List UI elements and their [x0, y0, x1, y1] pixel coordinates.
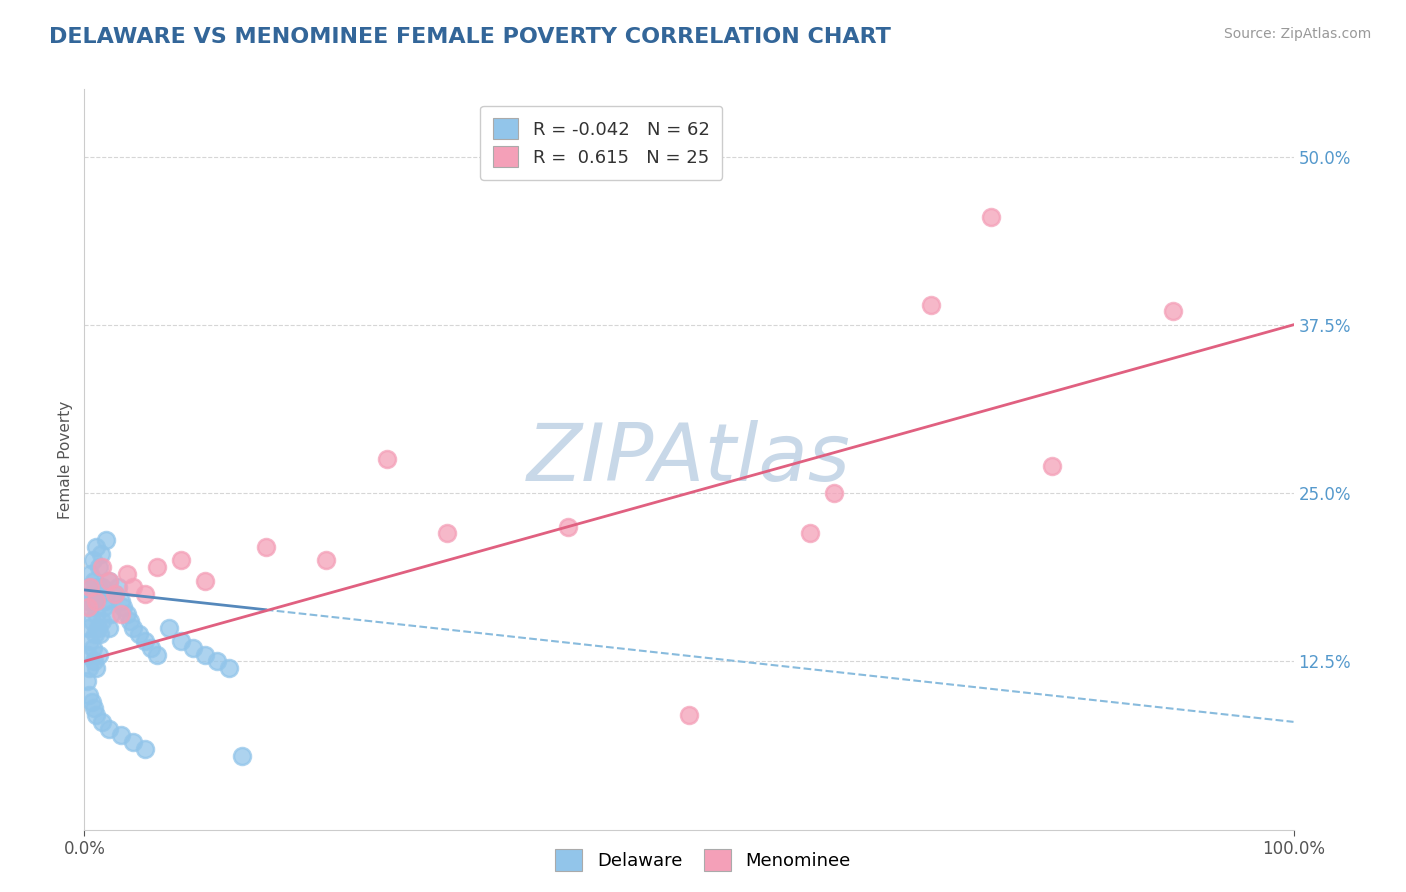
Point — [86, 708, 108, 723]
Point — [110, 607, 132, 622]
Point — [146, 560, 169, 574]
Point — [77, 593, 100, 607]
Point — [231, 748, 253, 763]
Point — [254, 540, 277, 554]
Point — [91, 714, 114, 729]
Point — [84, 627, 107, 641]
Text: Source: ZipAtlas.com: Source: ZipAtlas.com — [1223, 27, 1371, 41]
Legend: R = -0.042   N = 62, R =  0.615   N = 25: R = -0.042 N = 62, R = 0.615 N = 25 — [481, 105, 723, 180]
Point — [79, 566, 101, 581]
Point — [1161, 304, 1184, 318]
Point — [79, 600, 101, 615]
Point — [194, 648, 217, 662]
Legend: Delaware, Menominee: Delaware, Menominee — [548, 842, 858, 879]
Point — [139, 640, 162, 655]
Point — [80, 587, 103, 601]
Point — [128, 627, 150, 641]
Point — [97, 722, 120, 736]
Point — [91, 560, 114, 574]
Point — [436, 526, 458, 541]
Point — [94, 593, 117, 607]
Point — [84, 593, 107, 607]
Point — [83, 701, 105, 715]
Point — [97, 621, 120, 635]
Point — [980, 210, 1002, 224]
Point — [115, 566, 138, 581]
Point — [194, 574, 217, 588]
Point — [104, 587, 127, 601]
Point — [89, 587, 111, 601]
Point — [134, 741, 156, 756]
Text: ZIPAtlas: ZIPAtlas — [527, 420, 851, 499]
Point — [86, 661, 108, 675]
Point — [134, 587, 156, 601]
Point — [121, 580, 143, 594]
Point — [80, 695, 103, 709]
Point — [134, 634, 156, 648]
Point — [315, 553, 337, 567]
Point — [76, 674, 98, 689]
Point — [77, 648, 100, 662]
Point — [170, 553, 193, 567]
Point — [82, 640, 104, 655]
Point — [100, 607, 122, 622]
Point — [86, 621, 108, 635]
Point — [79, 580, 101, 594]
Point — [799, 526, 821, 541]
Point — [77, 600, 100, 615]
Point — [375, 452, 398, 467]
Point — [86, 580, 108, 594]
Point — [107, 580, 129, 594]
Point — [82, 553, 104, 567]
Point — [87, 648, 110, 662]
Point — [86, 607, 108, 622]
Point — [90, 547, 112, 561]
Point — [86, 540, 108, 554]
Point — [91, 580, 114, 594]
Point — [91, 614, 114, 628]
Point — [110, 593, 132, 607]
Point — [77, 621, 100, 635]
Point — [83, 574, 105, 588]
Point — [146, 648, 169, 662]
Point — [89, 627, 111, 641]
Point — [110, 728, 132, 742]
Text: DELAWARE VS MENOMINEE FEMALE POVERTY CORRELATION CHART: DELAWARE VS MENOMINEE FEMALE POVERTY COR… — [49, 27, 891, 46]
Point — [93, 600, 115, 615]
Point — [920, 297, 942, 311]
Point — [104, 587, 127, 601]
Point — [1040, 459, 1063, 474]
Point — [86, 593, 108, 607]
Point — [170, 634, 193, 648]
Point — [115, 607, 138, 622]
Point — [218, 661, 240, 675]
Point — [112, 600, 135, 615]
Point — [77, 580, 100, 594]
Point — [157, 621, 180, 635]
Point — [87, 560, 110, 574]
Point — [823, 486, 845, 500]
Point — [94, 533, 117, 548]
Point — [77, 688, 100, 702]
Point — [557, 519, 579, 533]
Point — [678, 708, 700, 723]
Y-axis label: Female Poverty: Female Poverty — [58, 401, 73, 518]
Point — [77, 661, 100, 675]
Point — [181, 640, 204, 655]
Point — [83, 654, 105, 668]
Point — [79, 634, 101, 648]
Point — [121, 621, 143, 635]
Point — [207, 654, 229, 668]
Point — [97, 574, 120, 588]
Point — [97, 574, 120, 588]
Point — [121, 735, 143, 749]
Point — [120, 614, 142, 628]
Point — [80, 614, 103, 628]
